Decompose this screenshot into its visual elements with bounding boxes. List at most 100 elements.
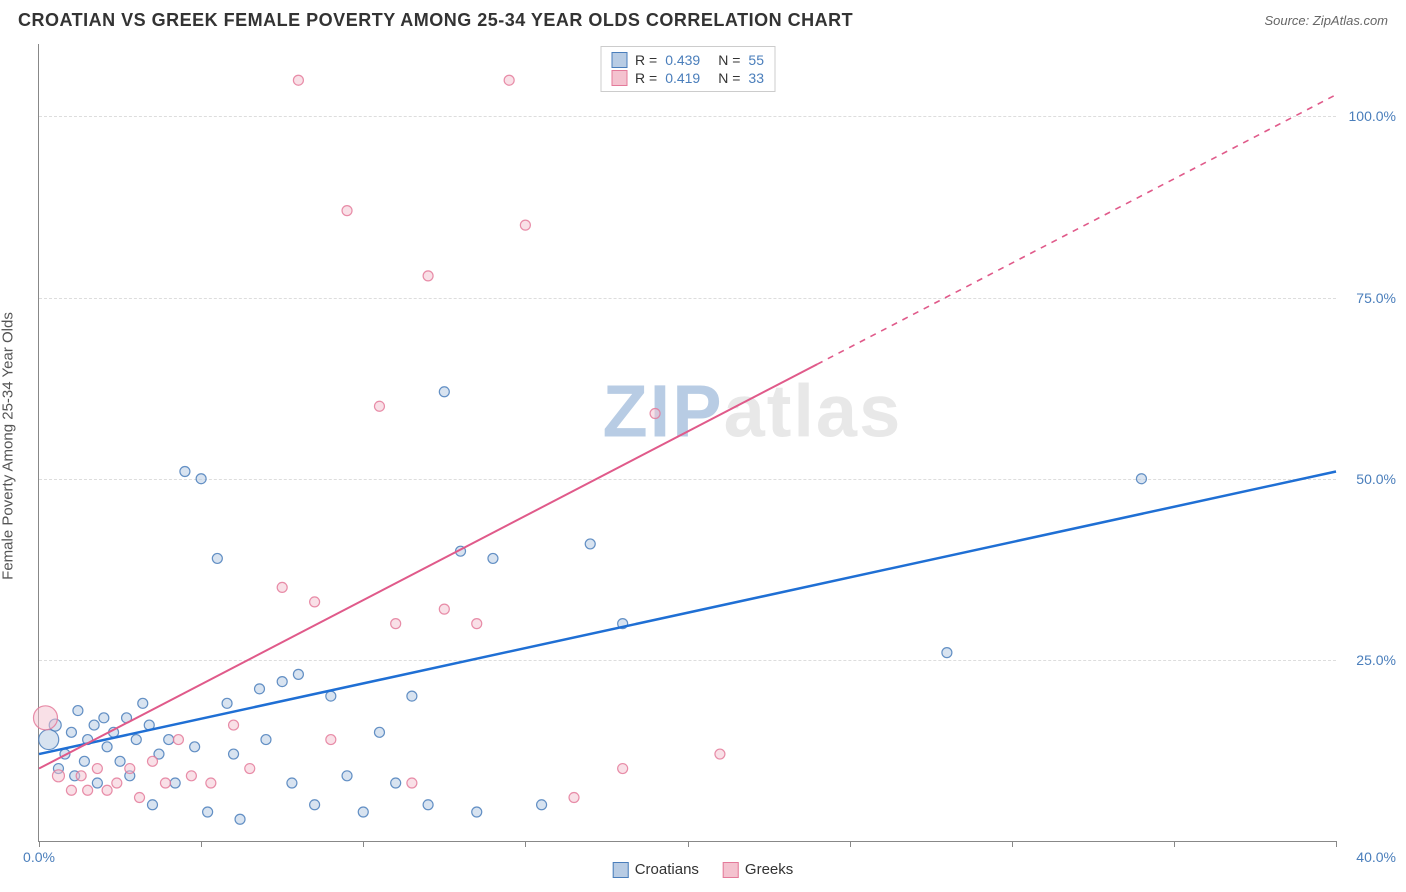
correlation-legend: R =0.439N =55R =0.419N =33 xyxy=(600,46,775,92)
data-point xyxy=(504,75,514,85)
x-last-label: 40.0% xyxy=(1356,849,1396,865)
data-point xyxy=(222,698,232,708)
x-tick xyxy=(39,841,40,847)
x-tick xyxy=(363,841,364,847)
data-point xyxy=(147,756,157,766)
data-point xyxy=(102,785,112,795)
series-legend: Croatians Greeks xyxy=(613,861,794,878)
data-point xyxy=(170,778,180,788)
legend-swatch xyxy=(611,52,627,68)
data-point xyxy=(73,706,83,716)
data-point xyxy=(147,800,157,810)
y-tick-label: 75.0% xyxy=(1356,290,1396,306)
source-label: Source: ZipAtlas.com xyxy=(1264,13,1388,28)
data-point xyxy=(212,553,222,563)
data-point xyxy=(125,764,135,774)
data-point xyxy=(537,800,547,810)
data-point xyxy=(342,206,352,216)
y-axis-label: Female Poverty Among 25-34 Year Olds xyxy=(0,312,17,580)
data-point xyxy=(245,764,255,774)
data-point xyxy=(374,401,384,411)
data-point xyxy=(186,771,196,781)
data-point xyxy=(715,749,725,759)
legend-r-label: R = xyxy=(635,70,657,86)
x-tick xyxy=(1012,841,1013,847)
legend-swatch xyxy=(723,862,739,878)
data-point xyxy=(261,735,271,745)
data-point xyxy=(374,727,384,737)
data-point xyxy=(293,669,303,679)
data-point xyxy=(439,387,449,397)
data-point xyxy=(391,619,401,629)
legend-n-value: 55 xyxy=(748,52,764,68)
legend-item: Greeks xyxy=(723,861,793,878)
data-point xyxy=(160,778,170,788)
x-tick xyxy=(1174,841,1175,847)
data-point xyxy=(358,807,368,817)
data-point xyxy=(190,742,200,752)
data-point xyxy=(102,742,112,752)
x-tick xyxy=(850,841,851,847)
legend-swatch xyxy=(613,862,629,878)
data-point xyxy=(254,684,264,694)
trend-line xyxy=(39,471,1336,754)
data-point xyxy=(180,466,190,476)
data-point xyxy=(439,604,449,614)
y-tick-label: 50.0% xyxy=(1356,471,1396,487)
x-tick xyxy=(688,841,689,847)
data-point xyxy=(83,785,93,795)
data-point xyxy=(520,220,530,230)
legend-n-label: N = xyxy=(718,70,740,86)
data-point xyxy=(585,539,595,549)
chart-title: CROATIAN VS GREEK FEMALE POVERTY AMONG 2… xyxy=(18,10,853,31)
data-point xyxy=(277,677,287,687)
legend-r-label: R = xyxy=(635,52,657,68)
data-point xyxy=(92,778,102,788)
data-point xyxy=(342,771,352,781)
data-point xyxy=(235,814,245,824)
trend-line xyxy=(39,364,817,768)
legend-r-value: 0.439 xyxy=(665,52,700,68)
data-point xyxy=(196,474,206,484)
x-tick xyxy=(1336,841,1337,847)
plot-svg xyxy=(39,44,1336,841)
data-point xyxy=(33,706,57,730)
data-point xyxy=(310,800,320,810)
data-point xyxy=(569,793,579,803)
legend-n-value: 33 xyxy=(748,70,764,86)
data-point xyxy=(164,735,174,745)
data-point xyxy=(99,713,109,723)
legend-label: Croatians xyxy=(635,861,699,878)
data-point xyxy=(310,597,320,607)
data-point xyxy=(135,793,145,803)
data-point xyxy=(326,735,336,745)
data-point xyxy=(472,807,482,817)
y-tick-label: 25.0% xyxy=(1356,652,1396,668)
data-point xyxy=(229,720,239,730)
legend-row: R = 0.439 N = 55 xyxy=(611,51,764,69)
data-point xyxy=(52,770,64,782)
data-point xyxy=(206,778,216,788)
legend-n-label: N = xyxy=(718,52,740,68)
y-tick-label: 100.0% xyxy=(1349,108,1396,124)
data-point xyxy=(89,720,99,730)
x-tick xyxy=(525,841,526,847)
legend-label: Greeks xyxy=(745,861,793,878)
x-tick xyxy=(201,841,202,847)
data-point xyxy=(173,735,183,745)
data-point xyxy=(423,800,433,810)
data-point xyxy=(650,409,660,419)
legend-row: R =0.419N =33 xyxy=(611,69,764,87)
data-point xyxy=(203,807,213,817)
data-point xyxy=(488,553,498,563)
data-point xyxy=(423,271,433,281)
data-point xyxy=(115,756,125,766)
chart-area: ZIPatlas R =0.439N =55R =0.419N =33 25.0… xyxy=(38,44,1336,842)
data-point xyxy=(138,698,148,708)
data-point xyxy=(92,764,102,774)
data-point xyxy=(112,778,122,788)
data-point xyxy=(66,785,76,795)
data-point xyxy=(407,691,417,701)
data-point xyxy=(287,778,297,788)
data-point xyxy=(131,735,141,745)
